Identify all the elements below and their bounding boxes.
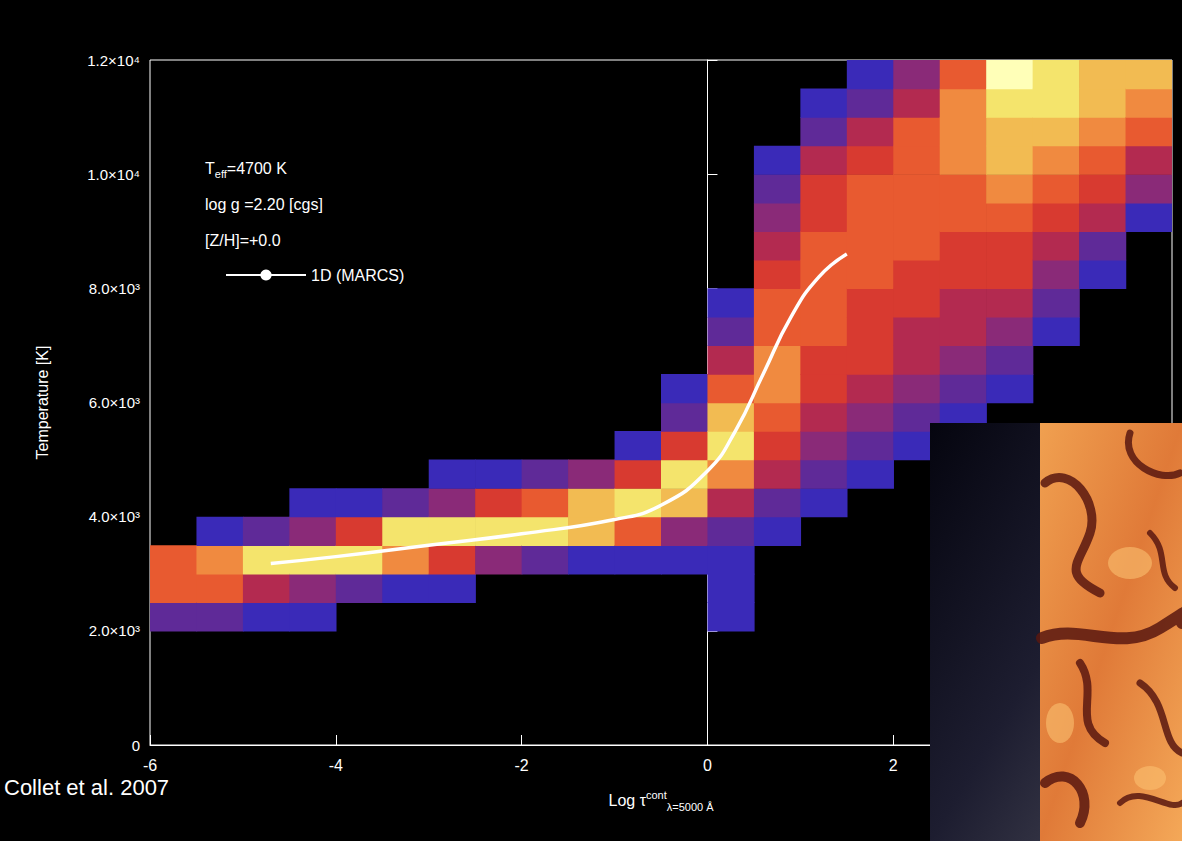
svg-text:Collet et al. 2007: Collet et al. 2007 <box>4 775 169 800</box>
svg-text:0: 0 <box>703 757 712 774</box>
svg-text:Temperature [K]: Temperature [K] <box>34 346 51 460</box>
svg-text:eff: eff <box>215 168 228 180</box>
svg-text:T: T <box>205 160 215 177</box>
svg-text:-2: -2 <box>515 757 529 774</box>
svg-text:2.0×10³: 2.0×10³ <box>89 622 140 639</box>
svg-text:cont: cont <box>646 789 667 801</box>
svg-text:8.0×10³: 8.0×10³ <box>89 280 140 297</box>
svg-text:1D (MARCS): 1D (MARCS) <box>311 267 404 284</box>
svg-text:[Z/H]=+0.0: [Z/H]=+0.0 <box>205 232 281 249</box>
svg-text:=4700 K: =4700 K <box>227 160 287 177</box>
svg-text:4.0×10³: 4.0×10³ <box>89 508 140 525</box>
svg-text:-6: -6 <box>143 757 157 774</box>
svg-text:-4: -4 <box>329 757 343 774</box>
svg-text:2: 2 <box>889 757 898 774</box>
svg-text:log g =2.20 [cgs]: log g =2.20 [cgs] <box>205 196 323 213</box>
svg-text:1.2×10⁴: 1.2×10⁴ <box>87 52 140 69</box>
svg-text:0: 0 <box>132 737 140 754</box>
svg-text:λ=5000 Å: λ=5000 Å <box>667 801 714 813</box>
svg-text:Log τ: Log τ <box>608 792 646 809</box>
svg-text:1.0×10⁴: 1.0×10⁴ <box>87 166 140 183</box>
svg-text:6.0×10³: 6.0×10³ <box>89 394 140 411</box>
